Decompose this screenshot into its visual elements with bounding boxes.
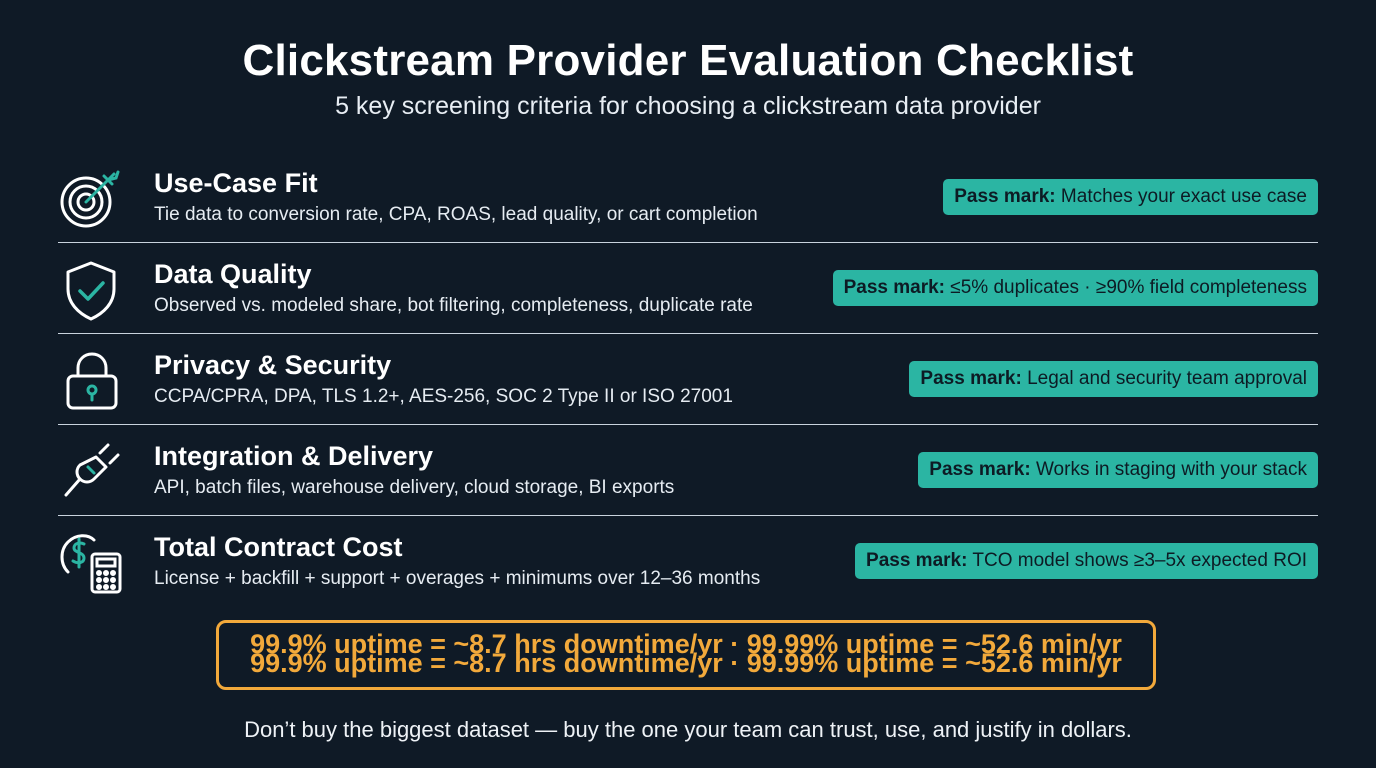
criterion-row-integration-delivery: Integration & Delivery API, batch files,… xyxy=(58,425,1318,516)
criterion-title: Data Quality xyxy=(154,259,312,289)
pass-mark-label: Pass mark: xyxy=(843,277,945,298)
padlock-icon xyxy=(58,348,124,414)
criterion-description: Tie data to conversion rate, CPA, ROAS, … xyxy=(154,204,758,225)
pass-mark-badge: Pass mark: TCO model shows ≥3–5x expecte… xyxy=(855,543,1318,579)
criteria-list: Use-Case Fit Tie data to conversion rate… xyxy=(58,152,1318,606)
dollar-calculator-icon xyxy=(58,530,124,596)
criterion-description: Observed vs. modeled share, bot filterin… xyxy=(154,295,753,316)
plug-icon xyxy=(58,439,124,505)
pass-mark-text: TCO model shows ≥3–5x expected ROI xyxy=(972,550,1307,571)
criterion-row-total-contract-cost: Total Contract Cost License + backfill +… xyxy=(58,516,1318,606)
uptime-note: 99.9% uptime = ~8.7 hrs downtime/yr · 99… xyxy=(250,629,1122,659)
criterion-row-use-case-fit: Use-Case Fit Tie data to conversion rate… xyxy=(58,152,1318,243)
uptime-callout: 99.9% uptime = ~8.7 hrs downtime/yr · 99… xyxy=(216,620,1156,690)
pass-mark-label: Pass mark: xyxy=(920,368,1022,389)
footer-tagline: Don’t buy the biggest dataset — buy the … xyxy=(244,717,1132,742)
pass-mark-label: Pass mark: xyxy=(954,186,1056,207)
pass-mark-badge: Pass mark: Matches your exact use case xyxy=(943,179,1318,215)
criterion-title: Total Contract Cost xyxy=(154,532,403,562)
page-subtitle: 5 key screening criteria for choosing a … xyxy=(335,92,1041,120)
pass-mark-text: Works in staging with your stack xyxy=(1035,459,1307,480)
criterion-row-data-quality: Data Quality Observed vs. modeled share,… xyxy=(58,243,1318,334)
pass-mark-badge: Pass mark: Works in staging with your st… xyxy=(918,452,1318,488)
pass-mark-text: ≤5% duplicates · ≥90% field completeness xyxy=(950,277,1307,298)
page-title: Clickstream Provider Evaluation Checklis… xyxy=(242,36,1134,85)
shield-check-icon xyxy=(58,257,124,323)
pass-mark-label: Pass mark: xyxy=(929,459,1031,480)
criterion-description: CCPA/CPRA, DPA, TLS 1.2+, AES-256, SOC 2… xyxy=(154,386,733,407)
criterion-description: License + backfill + support + overages … xyxy=(154,568,761,589)
criterion-title: Integration & Delivery xyxy=(154,441,434,471)
criterion-row-privacy-security: Privacy & Security CCPA/CPRA, DPA, TLS 1… xyxy=(58,334,1318,425)
pass-mark-text: Matches your exact use case xyxy=(1060,186,1307,207)
uptime-note-repeat: 99.9% uptime = ~8.7 hrs downtime/yr · 99… xyxy=(250,648,1122,678)
criterion-title: Privacy & Security xyxy=(154,350,392,380)
criterion-title: Use-Case Fit xyxy=(154,168,318,198)
pass-mark-text: Legal and security team approval xyxy=(1027,368,1307,389)
target-icon xyxy=(58,166,124,232)
pass-mark-badge: Pass mark: ≤5% duplicates · ≥90% field c… xyxy=(832,270,1318,306)
pass-mark-badge: Pass mark: Legal and security team appro… xyxy=(909,361,1318,397)
pass-mark-label: Pass mark: xyxy=(866,550,968,571)
criterion-description: API, batch files, warehouse delivery, cl… xyxy=(154,477,675,498)
